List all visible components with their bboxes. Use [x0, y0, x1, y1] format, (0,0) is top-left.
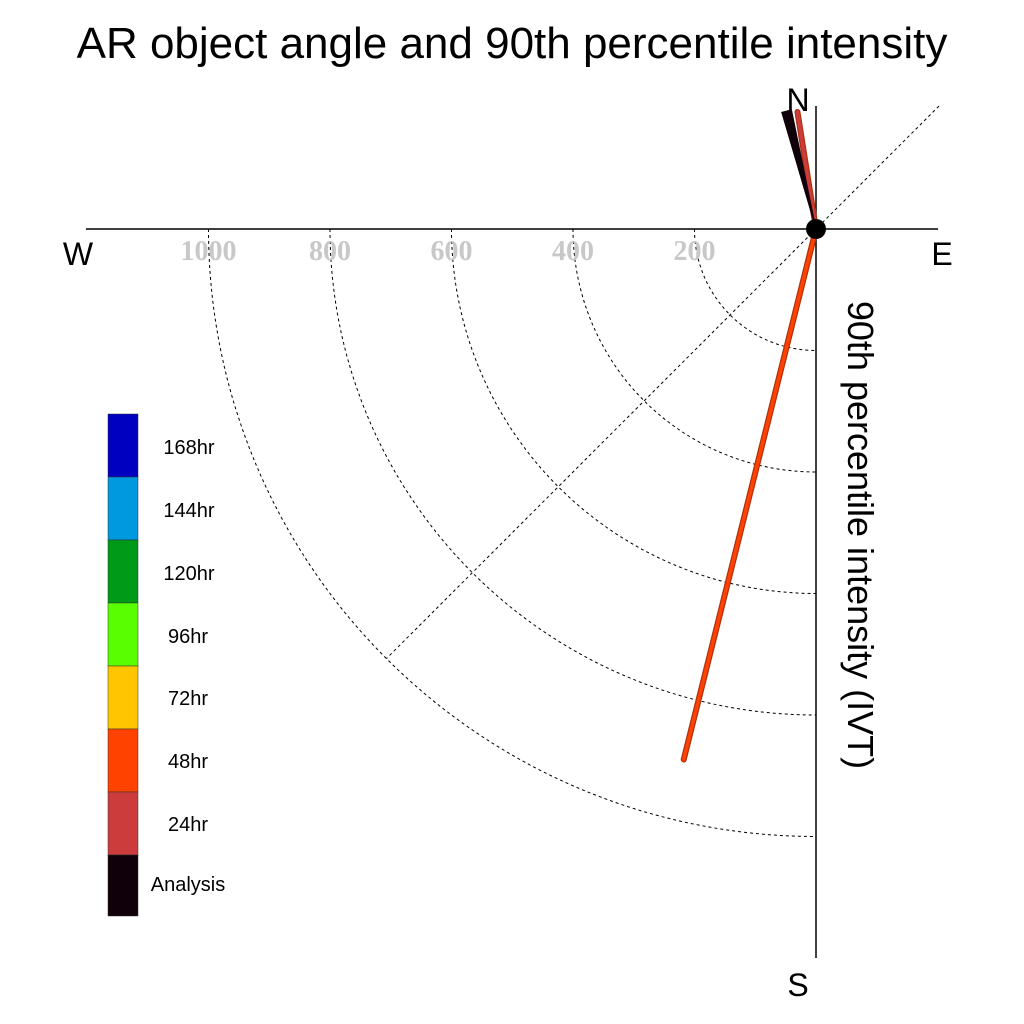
- range-ring: [208, 228, 817, 837]
- radial-tick-label: 400: [552, 236, 594, 267]
- radial-tick-label: 600: [431, 236, 473, 267]
- series-arrow-48hr: [681, 227, 818, 762]
- radial-tick-label: 1000: [181, 236, 237, 267]
- legend-label: 72hr: [168, 688, 208, 710]
- radial-tick-labels: 200 400 600 800 1000: [181, 236, 716, 267]
- range-ring: [329, 228, 817, 716]
- legend: 168hr 144hr 120hr 96hr 72hr 48hr 24hr Analysis: [107, 413, 225, 917]
- legend-label: 96hr: [168, 626, 208, 648]
- legend-swatch: [107, 476, 139, 541]
- legend-swatch: [107, 728, 139, 793]
- y-axis-label: 90th percentile intensity (IVT): [840, 301, 881, 769]
- legend-label: 168hr: [163, 437, 214, 459]
- chart-title: AR object angle and 90th percentile inte…: [77, 19, 948, 68]
- origin-dot: [806, 219, 826, 239]
- legend-label: 24hr: [168, 814, 208, 836]
- range-rings: [208, 228, 817, 837]
- legend-label: 120hr: [163, 563, 214, 585]
- compass-north: N: [786, 82, 809, 118]
- legend-swatch: [107, 791, 139, 856]
- series-arrow-analysis: [781, 109, 817, 230]
- series-arrows: [680, 108, 819, 763]
- diagonal-guide: [386, 105, 940, 659]
- range-ring: [451, 228, 817, 594]
- legend-label: Analysis: [151, 874, 225, 896]
- legend-label: 144hr: [163, 500, 214, 522]
- radial-tick-label: 800: [309, 236, 351, 267]
- compass-east: E: [931, 236, 952, 272]
- legend-swatch: [107, 413, 139, 478]
- legend-swatch: [107, 539, 139, 604]
- radial-tick-label: 200: [674, 236, 716, 267]
- legend-swatch: [107, 854, 139, 917]
- range-ring: [694, 228, 817, 351]
- compass-south: S: [787, 967, 808, 1003]
- compass-west: W: [63, 236, 94, 272]
- legend-label: 48hr: [168, 751, 208, 773]
- series-arrow-24hr: [795, 110, 818, 231]
- legend-swatch: [107, 602, 139, 667]
- range-ring: [572, 228, 817, 473]
- legend-swatch: [107, 665, 139, 730]
